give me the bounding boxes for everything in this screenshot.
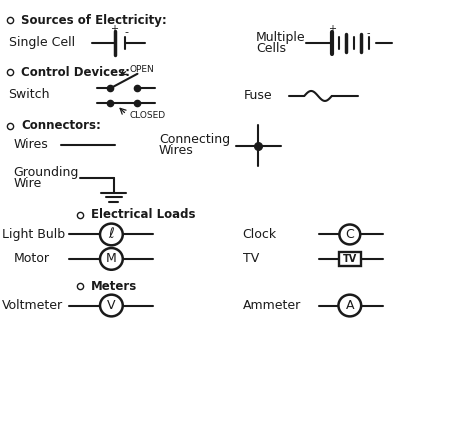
Text: Grounding: Grounding bbox=[13, 166, 79, 179]
Text: Control Devices:: Control Devices: bbox=[21, 66, 130, 79]
Text: C: C bbox=[346, 228, 354, 241]
Text: Connecting: Connecting bbox=[159, 133, 230, 146]
Text: -: - bbox=[125, 27, 128, 37]
Text: V: V bbox=[107, 299, 116, 312]
Text: Wires: Wires bbox=[159, 144, 193, 157]
Text: TV: TV bbox=[243, 252, 259, 265]
Text: Single Cell: Single Cell bbox=[9, 37, 75, 49]
Text: Switch: Switch bbox=[9, 88, 50, 101]
Text: Sources of Electricity:: Sources of Electricity: bbox=[21, 14, 167, 27]
Text: TV: TV bbox=[343, 254, 357, 264]
Text: +: + bbox=[328, 25, 336, 34]
Text: Cells: Cells bbox=[256, 42, 286, 55]
Text: Wire: Wire bbox=[13, 177, 42, 190]
Text: Light Bulb: Light Bulb bbox=[2, 228, 65, 241]
Text: Clock: Clock bbox=[243, 228, 277, 241]
Text: CLOSED: CLOSED bbox=[129, 111, 165, 120]
Text: Motor: Motor bbox=[13, 252, 49, 265]
Text: +: + bbox=[110, 24, 118, 34]
Text: ℓ: ℓ bbox=[109, 227, 114, 242]
Text: -: - bbox=[367, 28, 370, 38]
Text: Ammeter: Ammeter bbox=[243, 299, 301, 312]
Text: OPEN: OPEN bbox=[129, 65, 154, 74]
Text: Voltmeter: Voltmeter bbox=[2, 299, 64, 312]
Text: A: A bbox=[346, 299, 354, 312]
Text: Wires: Wires bbox=[13, 138, 48, 151]
Text: Multiple: Multiple bbox=[256, 31, 306, 44]
Text: Meters: Meters bbox=[91, 280, 137, 292]
Text: Fuse: Fuse bbox=[244, 89, 273, 102]
Text: Connectors:: Connectors: bbox=[21, 120, 101, 132]
Text: M: M bbox=[106, 252, 117, 265]
Text: Electrical Loads: Electrical Loads bbox=[91, 209, 195, 221]
